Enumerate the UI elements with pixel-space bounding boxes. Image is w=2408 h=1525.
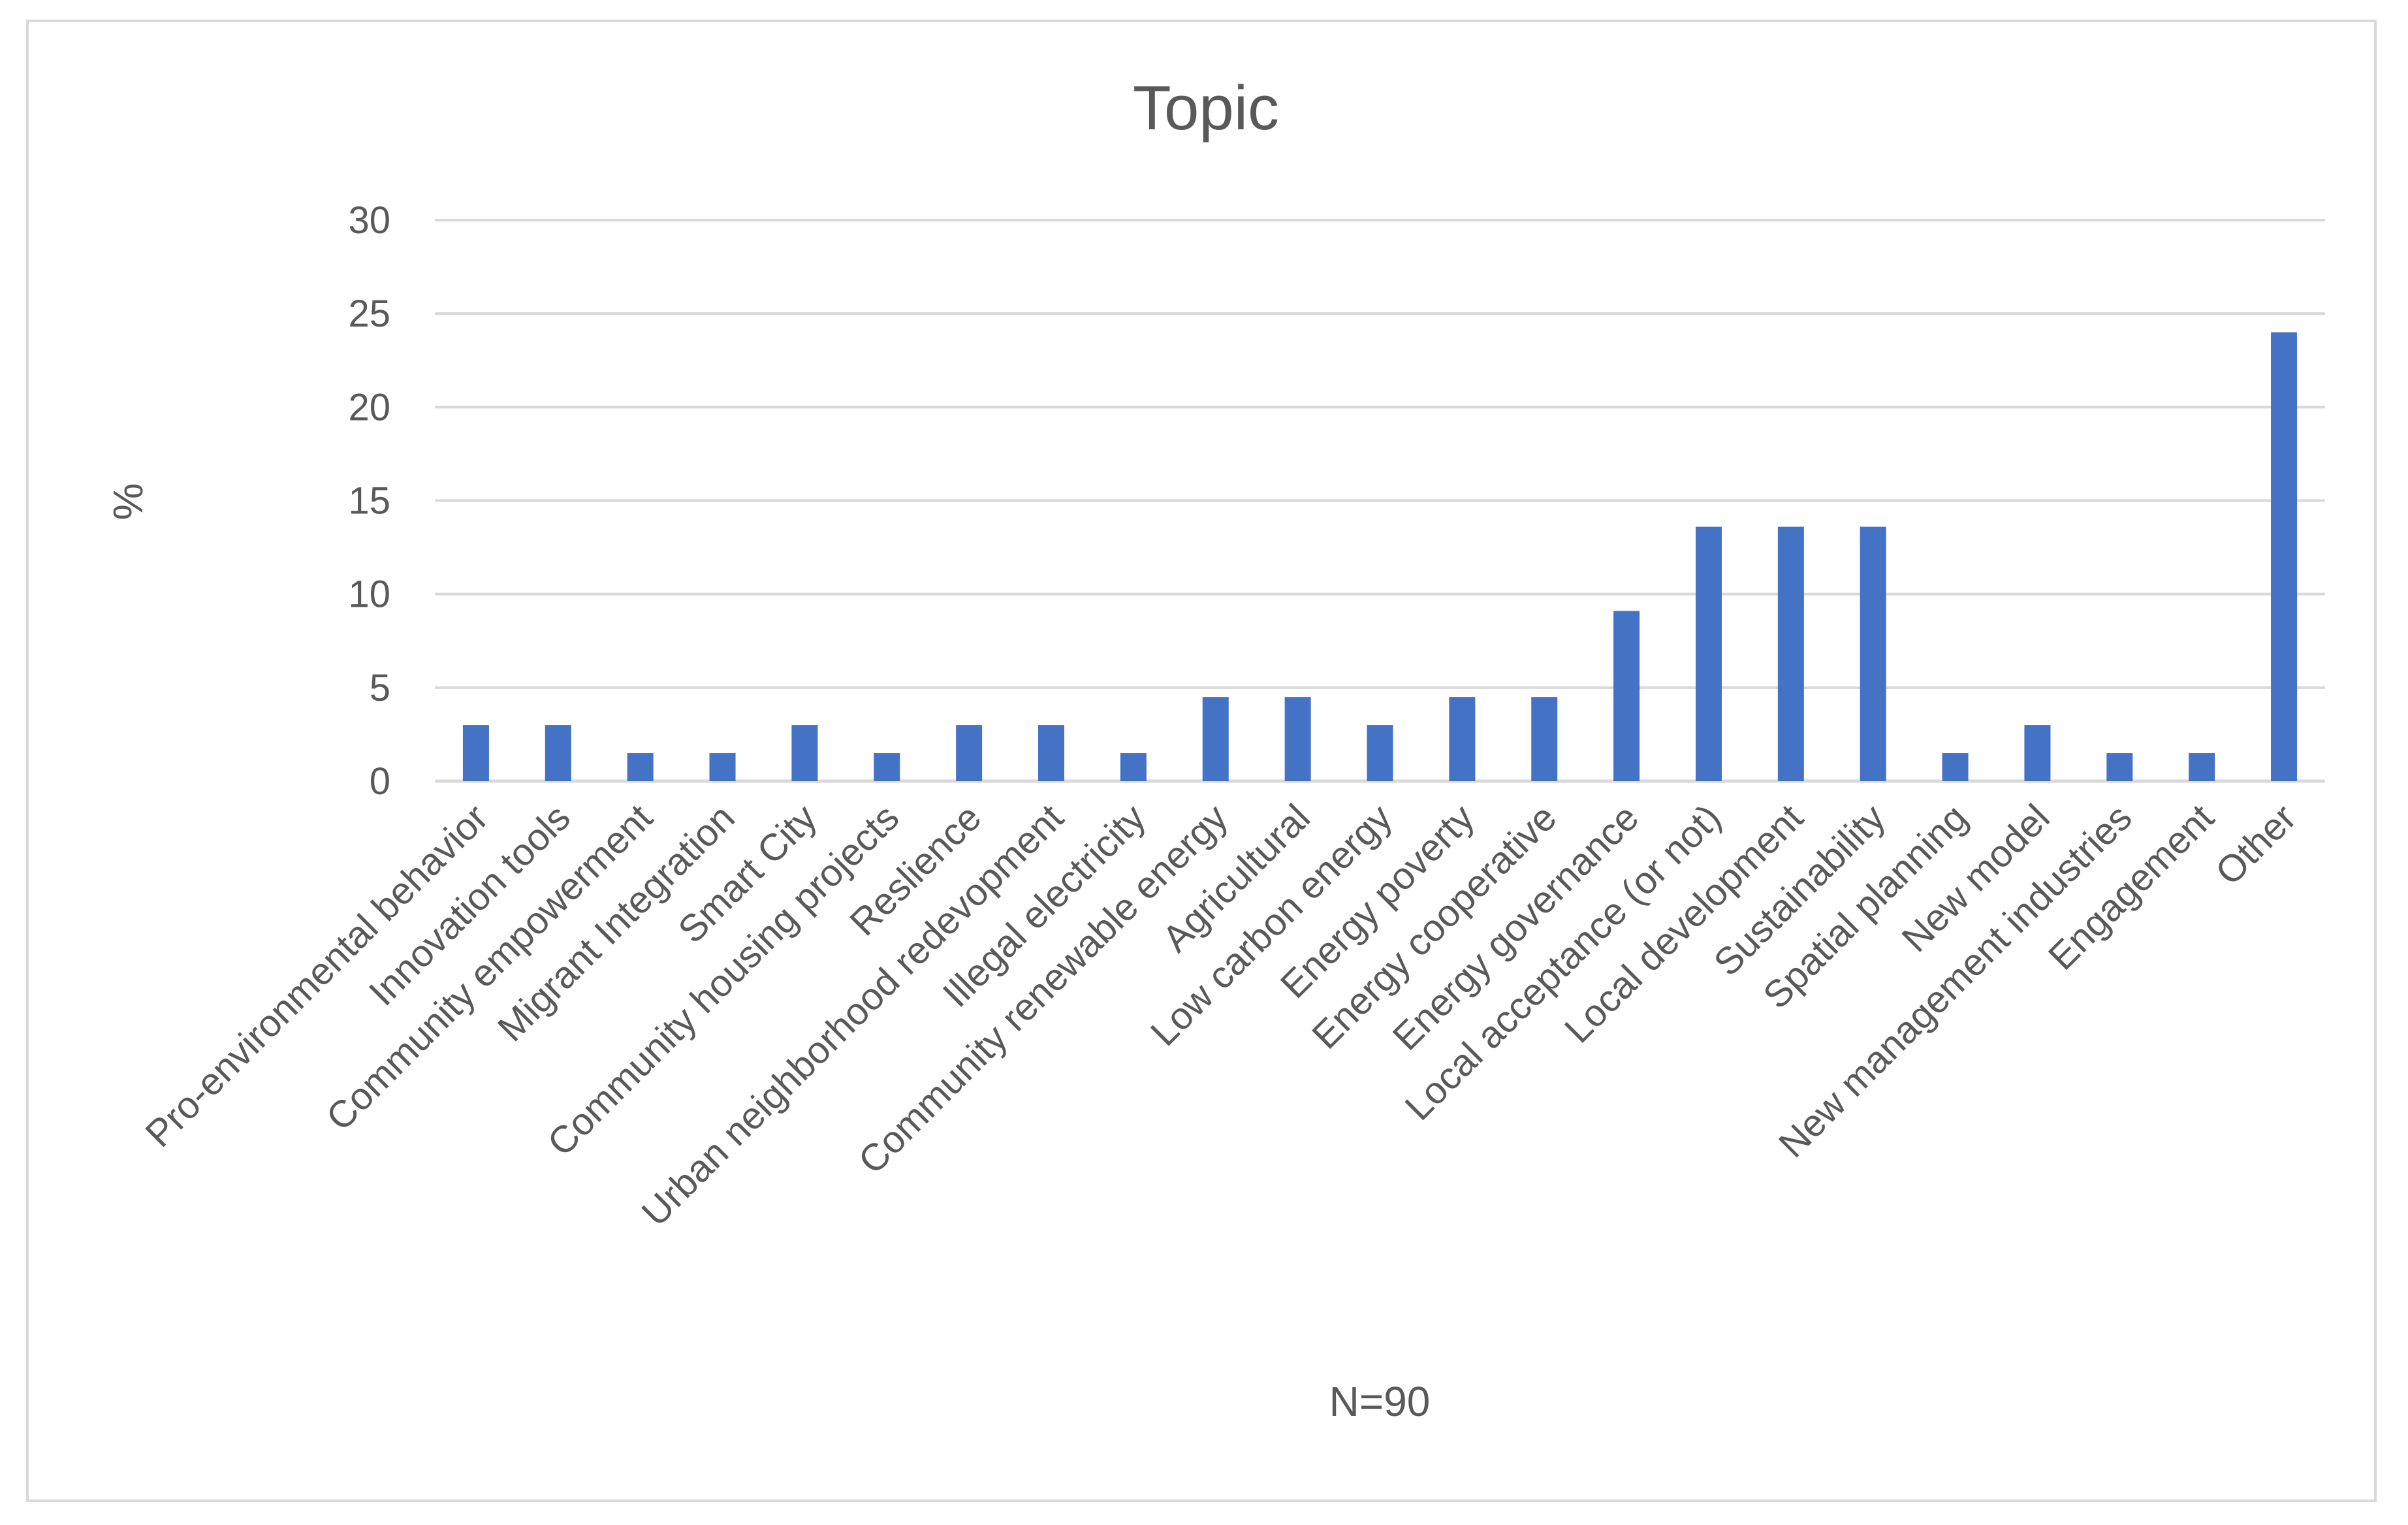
bar — [1367, 725, 1393, 781]
bar — [1942, 753, 1969, 781]
y-axis-title: % — [104, 483, 151, 521]
bar — [627, 753, 654, 781]
bar — [545, 725, 571, 781]
bar — [1777, 526, 1804, 781]
chart-frame — [26, 20, 2377, 1502]
bar — [1038, 725, 1065, 781]
bar — [1695, 526, 1722, 781]
bars — [462, 332, 2298, 781]
y-tick-label: 15 — [348, 480, 390, 522]
bar — [2106, 753, 2133, 781]
chart-title: Topic — [1133, 73, 1279, 143]
y-tick-label: 0 — [370, 760, 390, 803]
gridlines — [435, 219, 2325, 783]
bar — [1449, 697, 1476, 781]
y-tick-label: 20 — [348, 386, 390, 428]
bar — [462, 725, 489, 781]
bar — [956, 725, 983, 781]
x-axis-title: N=90 — [1329, 1378, 1431, 1425]
bar — [791, 725, 818, 781]
bar — [874, 753, 900, 781]
y-axis-ticks: 0 5 10 15 20 25 30 — [348, 199, 390, 803]
bar — [1284, 697, 1311, 781]
bar — [2271, 332, 2298, 781]
bar — [709, 753, 736, 781]
y-tick-label: 5 — [370, 667, 390, 709]
bar — [1613, 611, 1640, 781]
bar — [1531, 697, 1558, 781]
y-tick-label: 10 — [348, 573, 390, 616]
x-tick-label: Other — [2208, 796, 2305, 893]
bar — [1120, 753, 1147, 781]
bar — [1860, 526, 1886, 781]
bar — [2189, 753, 2215, 781]
y-tick-label: 25 — [348, 293, 390, 335]
bar — [1202, 697, 1229, 781]
y-tick-label: 30 — [348, 199, 390, 242]
bar — [2024, 725, 2051, 781]
x-tick-label: Pro-environmental behavior — [137, 796, 496, 1155]
